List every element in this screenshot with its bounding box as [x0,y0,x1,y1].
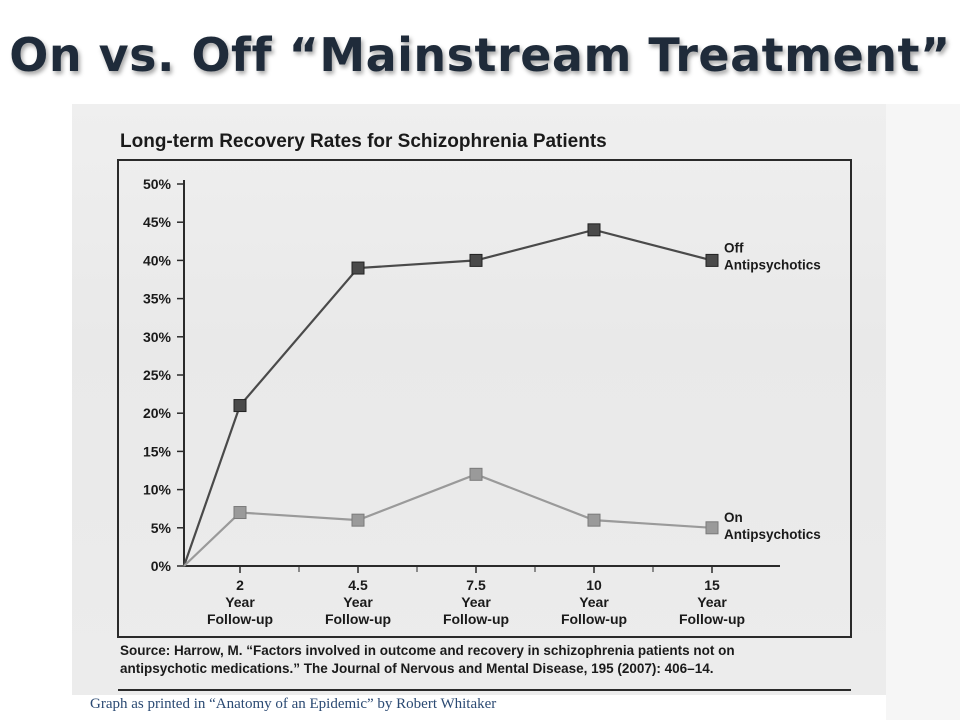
x-tick-label: Follow-up [679,611,745,627]
slide-title: On vs. Off “Mainstream Treatment” [9,28,951,82]
series-line-on [183,473,713,567]
axes: 0%5%10%15%20%25%30%35%40%45%50%2YearFoll… [143,176,780,627]
x-tick-label: 10 [586,577,602,593]
x-tick-label: Year [461,594,491,610]
source-line-1: Source: Harrow, M. “Factors involved in … [120,643,735,658]
data-point [233,506,247,520]
series-line-off [182,228,713,567]
series-label: Antipsychotics [724,527,821,542]
data-point [705,521,719,535]
x-tick-label: 2 [236,577,244,593]
data-point [233,399,247,413]
data-point [705,253,719,267]
series-label: On [724,510,743,525]
x-tick-label: Year [225,594,255,610]
y-tick-label: 0% [151,558,172,574]
data-point [587,513,601,527]
figure-caption: Graph as printed in “Anatomy of an Epide… [90,696,497,712]
source-line-2: antipsychotic medications.” The Journal … [120,661,713,676]
y-tick-label: 35% [143,291,172,307]
x-tick-label: 7.5 [466,577,486,593]
y-tick-label: 40% [143,252,172,268]
figure-scan [72,104,886,695]
data-point [469,467,483,481]
y-tick-label: 5% [151,520,172,536]
x-tick-label: Year [343,594,373,610]
y-tick-label: 45% [143,214,172,230]
page-margin [886,104,960,720]
x-tick-label: Follow-up [325,611,391,627]
y-tick-label: 50% [143,176,172,192]
labels-layer: Off Antipsychotics On Antipsychotics [724,240,821,541]
x-tick-label: 4.5 [348,577,368,593]
y-tick-label: 10% [143,482,172,498]
y-tick-label: 30% [143,329,172,345]
series-layer [182,223,719,567]
y-tick-label: 25% [143,367,172,383]
series-label: Antipsychotics [724,257,821,272]
data-point [351,261,365,275]
chart-title: Long-term Recovery Rates for Schizophren… [120,131,607,152]
y-tick-label: 15% [143,443,172,459]
x-tick-label: Year [697,594,727,610]
series-label: Off [724,240,744,255]
data-point [469,253,483,267]
y-tick-label: 20% [143,405,172,421]
x-tick-label: Follow-up [443,611,509,627]
x-tick-label: Year [579,594,609,610]
figure-frame [117,159,852,638]
x-tick-label: Follow-up [561,611,627,627]
data-point [351,513,365,527]
x-tick-label: 15 [704,577,720,593]
data-point [587,223,601,237]
x-tick-label: Follow-up [207,611,273,627]
